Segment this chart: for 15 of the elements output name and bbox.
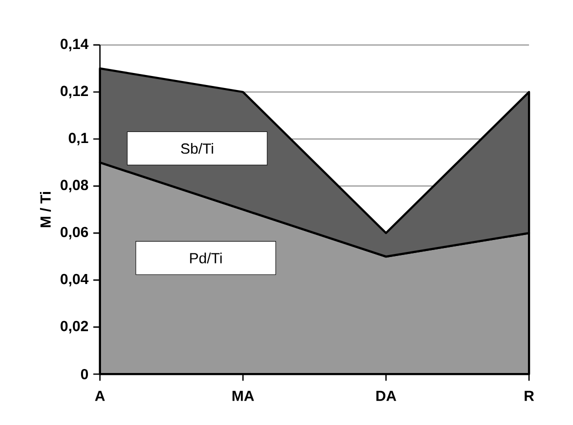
y-tick-label: 0,06 [60,226,88,240]
y-tick-label: 0,1 [68,132,88,146]
x-tick-label: R [524,390,534,402]
y-tick-label: 0,12 [60,86,88,98]
y-tick-label: 0,04 [60,274,88,286]
series-label: Sb/Ti [181,143,214,154]
y-tick-label: 0,14 [60,38,88,52]
x-tick-label: A [95,390,105,402]
x-tick-label: MA [232,390,254,402]
x-tick-label: DA [376,390,396,402]
y-tick-label: 0,08 [60,180,88,192]
y-axis-title: M / Ti [40,192,51,228]
y-tick-label: 0 [81,369,88,380]
series-label: Pd/Ti [190,252,222,264]
y-tick-label: 0,02 [60,320,88,334]
